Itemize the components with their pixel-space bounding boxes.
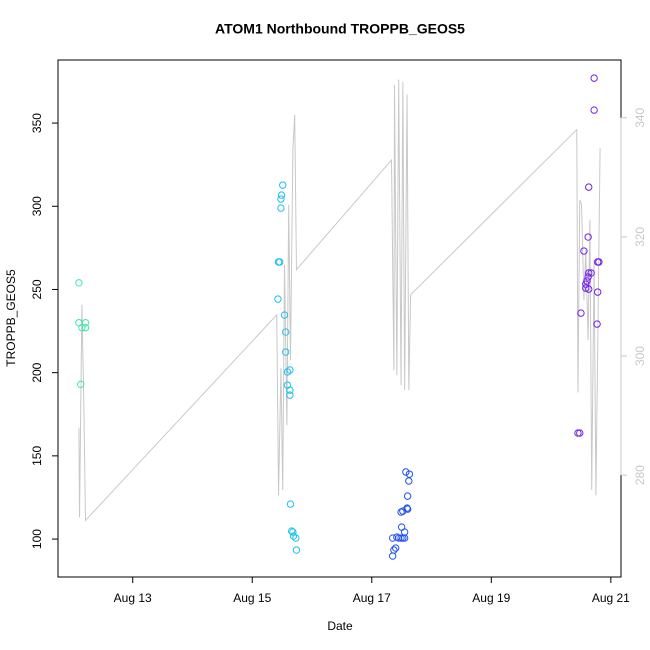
point — [403, 492, 412, 500]
point — [595, 258, 603, 266]
point — [274, 295, 282, 303]
point — [277, 195, 285, 203]
y-tick-label: 150 — [30, 446, 44, 466]
point — [391, 544, 400, 552]
series-line — [78, 79, 601, 522]
point — [590, 106, 598, 114]
point — [286, 366, 294, 374]
point — [388, 552, 397, 560]
x-tick-label: Aug 15 — [233, 591, 271, 605]
y2-tick-label: 280 — [633, 465, 647, 485]
point — [585, 285, 593, 293]
point — [580, 247, 588, 255]
x-axis-label: Date — [327, 619, 353, 633]
point — [75, 279, 83, 287]
x-tick-label: Aug 21 — [592, 591, 630, 605]
point — [577, 309, 585, 317]
point — [289, 528, 297, 536]
point — [282, 328, 290, 336]
point — [81, 319, 90, 327]
y2-tick-label: 340 — [633, 107, 647, 127]
point — [277, 191, 286, 199]
y-tick-label: 100 — [30, 529, 44, 549]
point — [397, 508, 405, 516]
point — [282, 348, 290, 356]
point — [286, 500, 295, 508]
point — [78, 324, 86, 332]
point — [400, 534, 409, 542]
point — [279, 181, 287, 189]
point — [289, 532, 298, 540]
x-tick-label: Aug 19 — [472, 591, 510, 605]
point — [584, 233, 592, 241]
point — [403, 505, 412, 513]
point — [593, 288, 602, 296]
chart-title: ATOM1 Northbound TROPPB_GEOS5 — [215, 21, 465, 37]
point — [405, 477, 413, 485]
point — [584, 273, 592, 281]
y2-tick-label: 300 — [633, 346, 647, 366]
point — [286, 386, 294, 394]
y-tick-label: 350 — [30, 113, 44, 133]
point — [576, 429, 584, 437]
y-tick-label: 250 — [30, 279, 44, 299]
point — [287, 527, 296, 535]
point — [583, 277, 591, 285]
point — [585, 183, 593, 191]
point — [582, 284, 590, 292]
point — [277, 204, 285, 212]
point — [280, 311, 289, 319]
point — [292, 546, 301, 554]
x-tick-label: Aug 17 — [353, 591, 391, 605]
y-axis-label: TROPPB_GEOS5 — [4, 269, 18, 367]
y-tick-label: 200 — [30, 362, 44, 382]
point — [292, 534, 300, 542]
point — [590, 74, 598, 82]
point — [283, 368, 292, 376]
point — [585, 269, 593, 277]
point — [77, 380, 85, 389]
point — [593, 320, 601, 328]
point — [81, 324, 90, 332]
y-tick-label: 300 — [30, 196, 44, 216]
x-tick-label: Aug 13 — [114, 591, 152, 605]
point — [399, 507, 407, 515]
point — [276, 258, 284, 266]
point — [402, 468, 410, 476]
point — [286, 391, 294, 399]
y2-tick-label: 320 — [633, 227, 647, 247]
